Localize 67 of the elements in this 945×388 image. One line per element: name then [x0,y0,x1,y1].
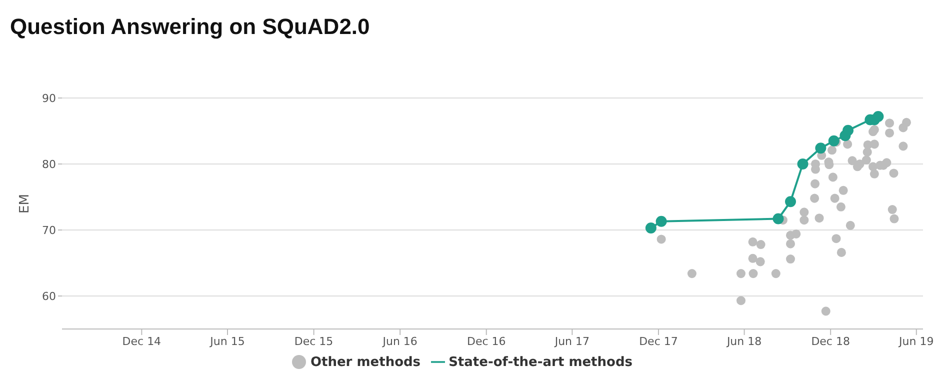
point [748,237,758,246]
point [885,118,894,128]
point [890,214,899,224]
point [736,296,746,306]
point [843,140,852,149]
x-tick-label: Dec 18 [811,334,850,348]
point [687,269,696,278]
point [814,214,824,223]
chart-title: Question Answering on SQuAD2.0 [9,13,371,41]
x-tick-label: Jun 18 [726,334,762,348]
point [821,306,830,316]
point [836,248,846,257]
point [736,269,746,278]
point [645,222,656,234]
legend-label: State-of-the-art methods [448,355,633,370]
point [836,202,846,212]
x-tick-label: Dec 15 [294,334,334,348]
point [888,205,897,214]
point [872,110,884,122]
point [656,234,666,244]
point [846,220,855,230]
x-tick-label: Jun 19 [898,334,934,348]
point [656,216,667,227]
point [815,142,826,154]
point [786,239,796,248]
x-tick-label: Dec 17 [639,334,678,348]
point [800,208,809,217]
x-tick-label: Dec 14 [122,334,162,348]
point [772,213,784,224]
y-tick-label: 60 [42,290,56,303]
point [756,257,765,266]
legend-label: Other methods [310,355,421,370]
point [885,128,894,138]
point [848,156,857,166]
point [830,194,840,203]
point [827,146,837,155]
point [748,269,758,278]
x-tick-label: Jun 16 [382,334,418,348]
point [832,234,841,244]
y-tick-label: 70 [42,224,56,237]
point [902,118,912,127]
point [842,124,854,136]
point [862,156,871,165]
y-tick-label: 90 [42,92,56,105]
point [771,269,780,278]
point [786,254,796,264]
point [828,135,840,146]
point [800,216,809,225]
point [748,254,758,263]
point [898,142,908,151]
point [862,148,872,157]
y-tick-label: 80 [42,158,56,171]
point [756,240,766,250]
point [810,179,820,188]
point [797,158,808,170]
x-tick-label: Dec 16 [466,334,506,348]
point [792,229,801,238]
point [828,172,838,182]
point [855,159,864,169]
point [785,196,796,208]
point [838,186,848,195]
point [810,194,820,203]
x-tick-label: Jun 15 [209,334,245,348]
point [870,169,879,178]
point [889,168,898,178]
x-tick-label: Jun 17 [554,334,590,348]
y-axis-title: EM [18,194,33,214]
